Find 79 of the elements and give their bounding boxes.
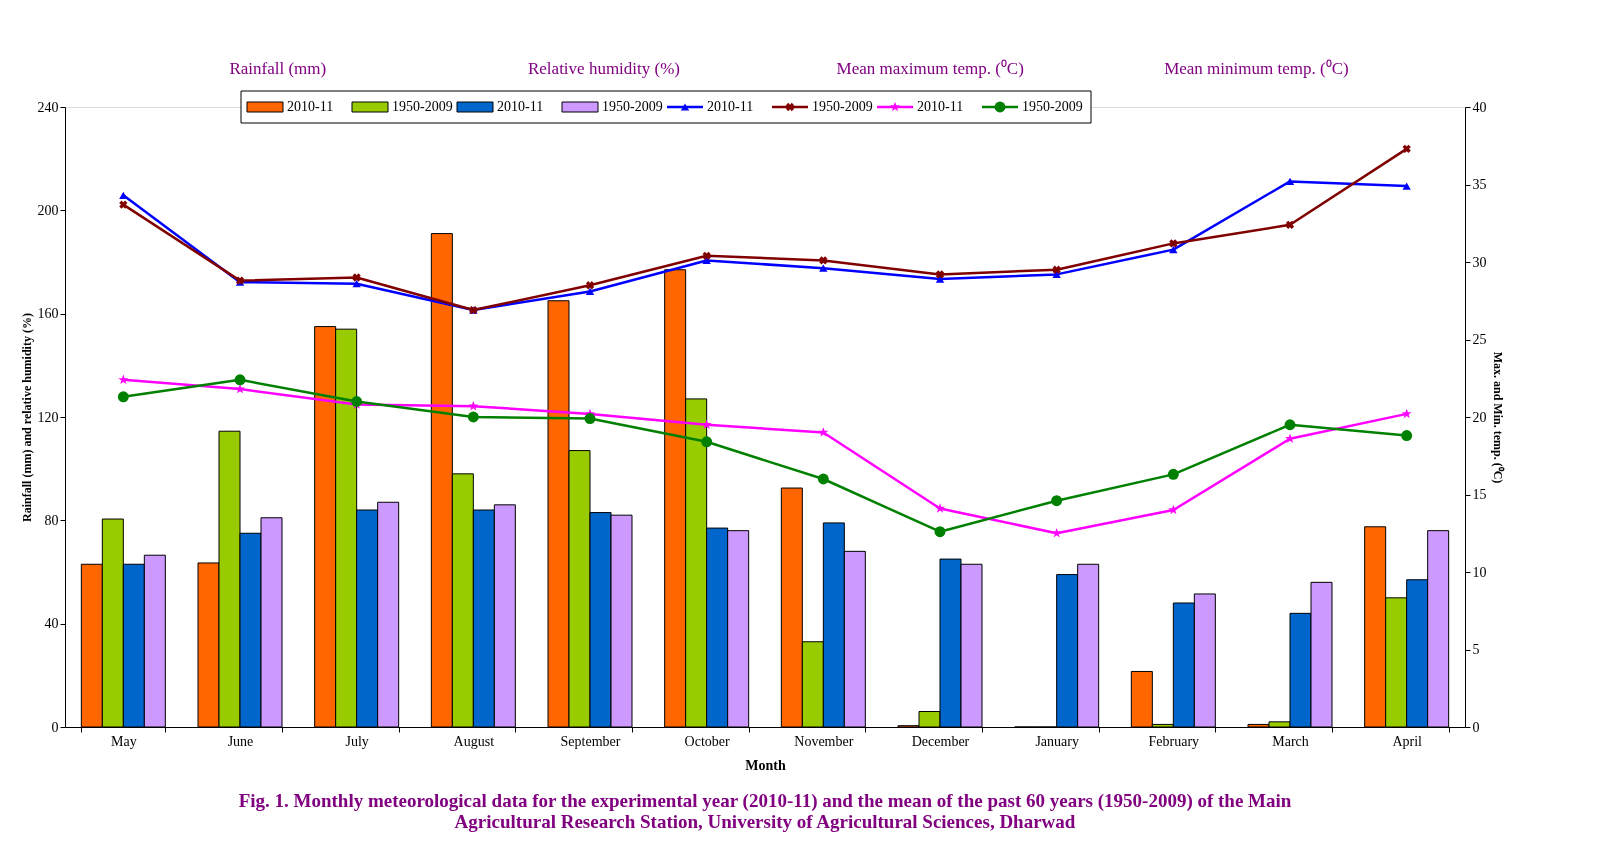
text: Mean minimum temp. (⁰C) bbox=[1164, 59, 1349, 78]
point bbox=[1169, 239, 1178, 248]
point bbox=[934, 526, 946, 538]
legend-label: 1950-2009 bbox=[812, 99, 873, 114]
legend-label: 2010-11 bbox=[707, 99, 754, 114]
x-tick-label: August bbox=[453, 733, 495, 749]
point bbox=[1169, 245, 1178, 254]
x-tick-label: May bbox=[111, 733, 137, 749]
point bbox=[468, 400, 479, 411]
text: Fig. 1. Monthly meteorological data for the experimental year (2010-11) and the mean of the past 60 years (1950-2009) of the Main Agricultural Research Station, University of Agricultural Sciences, Dharwad bbox=[238, 790, 1292, 832]
point bbox=[701, 419, 712, 429]
legend-label: 2010-11 bbox=[497, 99, 544, 114]
point bbox=[352, 273, 361, 282]
point bbox=[585, 287, 595, 296]
y2-tick-label: 30 bbox=[1472, 254, 1487, 270]
y-tick-label: 40 bbox=[44, 616, 59, 632]
point bbox=[1168, 504, 1179, 515]
text: Relative humidity (%) bbox=[527, 59, 681, 78]
text: Mean maximum temp. (⁰C) bbox=[836, 59, 1024, 78]
point bbox=[1284, 419, 1296, 431]
point bbox=[1402, 182, 1411, 190]
point bbox=[118, 374, 129, 385]
x-axis-title: Month bbox=[745, 757, 786, 773]
y2-tick-label: 15 bbox=[1472, 487, 1487, 502]
point bbox=[467, 411, 479, 423]
legend-label: 2010-11 bbox=[287, 99, 334, 114]
point bbox=[585, 281, 595, 290]
x-tick-label: February bbox=[1148, 733, 1200, 749]
x-tick-label: October bbox=[684, 733, 731, 749]
point bbox=[935, 503, 945, 513]
x-tick-label: November bbox=[794, 733, 854, 749]
y2-tick-label: 10 bbox=[1472, 564, 1487, 580]
y-tick-label: 200 bbox=[37, 202, 59, 218]
point bbox=[818, 427, 829, 437]
point bbox=[119, 191, 128, 199]
y2-tick-label: 25 bbox=[1472, 332, 1487, 347]
point bbox=[702, 251, 711, 260]
x-tick-label: April bbox=[1392, 733, 1423, 749]
x-tick-label: June bbox=[227, 733, 254, 749]
point bbox=[819, 264, 828, 272]
point bbox=[1051, 495, 1063, 507]
y2-tick-label: 40 bbox=[1472, 99, 1487, 115]
point bbox=[819, 256, 828, 265]
y-tick-label: 80 bbox=[44, 512, 59, 528]
point bbox=[1401, 430, 1413, 442]
x-tick-label: September bbox=[560, 733, 621, 749]
y2-axis-title: Max. and Min. temp. (⁰C) bbox=[1490, 351, 1505, 484]
point bbox=[117, 391, 129, 403]
legend-label: 1950-2009 bbox=[1022, 99, 1083, 114]
point bbox=[234, 374, 246, 386]
text: Rainfall (mm) bbox=[229, 59, 327, 78]
x-tick-label: December bbox=[911, 733, 970, 749]
y-tick-label: 240 bbox=[37, 99, 59, 115]
point bbox=[1402, 144, 1411, 153]
x-tick-label: March bbox=[1272, 733, 1309, 749]
x-tick-label: July bbox=[345, 733, 369, 749]
point bbox=[1051, 528, 1062, 538]
point bbox=[352, 280, 361, 288]
y2-tick-label: 35 bbox=[1472, 177, 1487, 192]
y2-tick-label: 5 bbox=[1472, 642, 1480, 657]
y-axis-title: Rainfall (mm) and relative humidity (%) bbox=[19, 313, 34, 522]
y-tick-label: 160 bbox=[37, 306, 59, 322]
point bbox=[1167, 468, 1179, 480]
legend-label: 2010-11 bbox=[917, 99, 964, 114]
point bbox=[119, 200, 128, 209]
point bbox=[817, 473, 829, 485]
y-tick-label: 0 bbox=[51, 719, 59, 735]
point bbox=[701, 436, 713, 448]
legend-label: 1950-2009 bbox=[392, 99, 453, 114]
y2-tick-label: 20 bbox=[1472, 409, 1487, 425]
point bbox=[584, 413, 596, 425]
point bbox=[1285, 220, 1295, 229]
point bbox=[1401, 408, 1412, 419]
point bbox=[1052, 265, 1061, 274]
legend-label: 1950-2009 bbox=[602, 99, 663, 114]
y2-tick-label: 0 bbox=[1472, 719, 1480, 735]
point bbox=[1285, 177, 1295, 186]
y-tick-label: 120 bbox=[37, 409, 59, 425]
x-tick-label: January bbox=[1035, 733, 1079, 749]
